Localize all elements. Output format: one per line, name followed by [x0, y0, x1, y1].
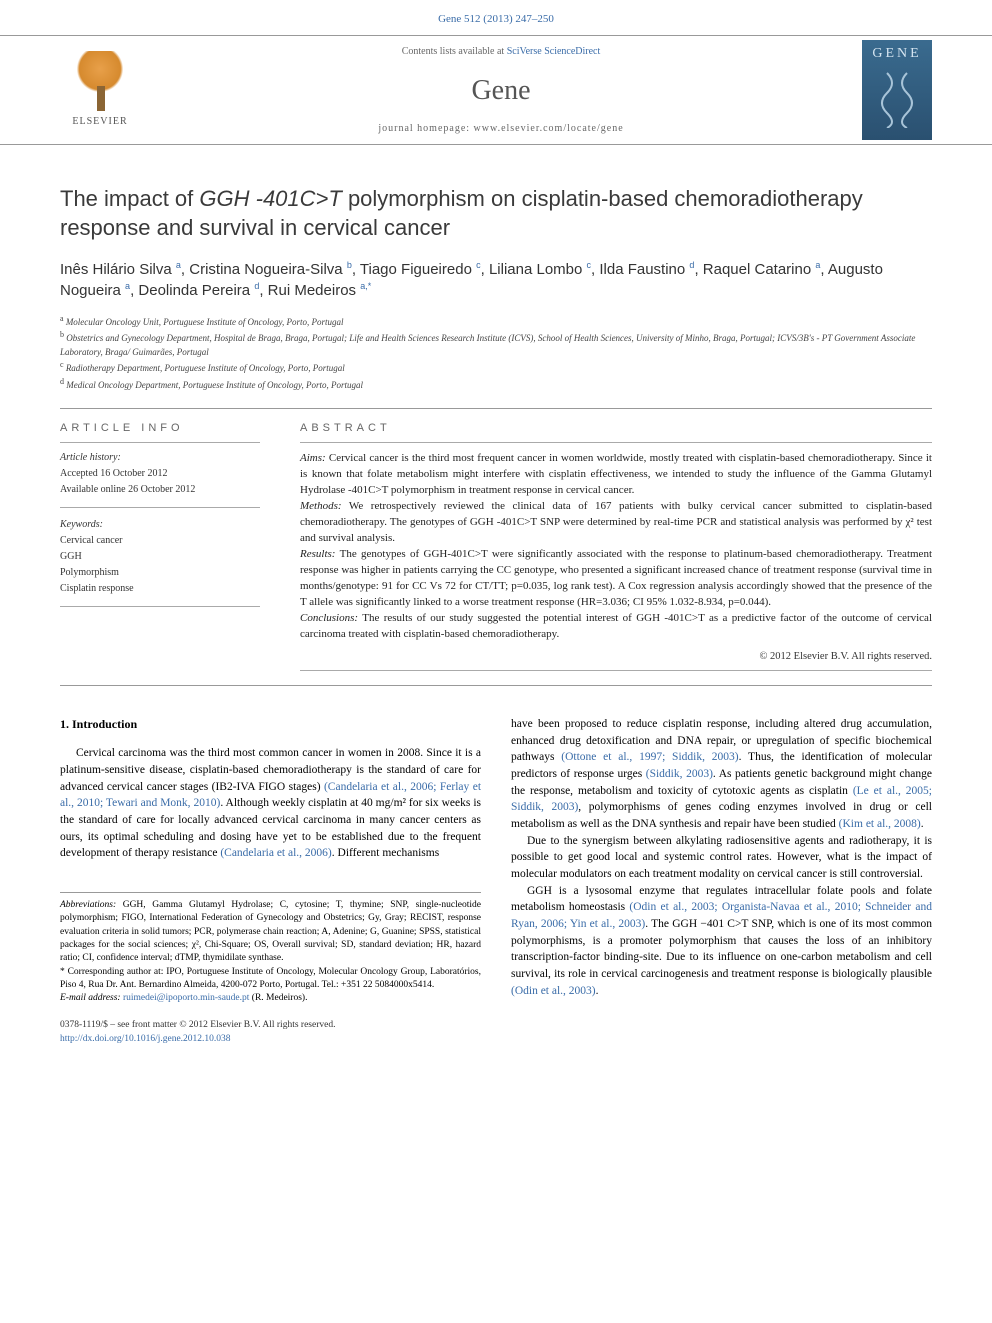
- email-label: E-mail address:: [60, 993, 121, 1003]
- journal-cover-thumbnail: GENE: [862, 40, 932, 140]
- author-sup: c: [476, 260, 481, 270]
- body-columns: 1. Introduction Cervical carcinoma was t…: [0, 686, 992, 1005]
- email-line: E-mail address: ruimedei@ipoporto.min-sa…: [60, 992, 481, 1005]
- bottom-bar: 0378-1119/$ – see front matter © 2012 El…: [0, 1005, 992, 1066]
- author-sup: d: [689, 260, 694, 270]
- citation-link[interactable]: (Odin et al., 2003): [511, 985, 596, 997]
- citation-link[interactable]: (Candelaria et al., 2006): [220, 847, 331, 859]
- keyword: Cisplatin response: [60, 582, 260, 596]
- article-title: The impact of GGH -401C>T polymorphism o…: [0, 145, 992, 258]
- article-info-column: ARTICLE INFO Article history: Accepted 1…: [60, 421, 260, 671]
- email-person: (R. Medeiros).: [249, 993, 307, 1003]
- corresponding-author: * Corresponding author at: IPO, Portugue…: [60, 966, 481, 993]
- results-text: The genotypes of GGH-401C>T were signifi…: [300, 548, 932, 608]
- col2-p3: GGH is a lysosomal enzyme that regulates…: [511, 883, 932, 1000]
- citation-link[interactable]: (Le et al., 2005; Siddik, 2003): [511, 785, 932, 814]
- top-citation: Gene 512 (2013) 247–250: [0, 0, 992, 35]
- authors-list: Inês Hilário Silva a, Cristina Nogueira-…: [0, 259, 992, 313]
- author: Ilda Faustino d: [599, 261, 694, 278]
- methods-label: Methods:: [300, 500, 342, 512]
- col2-p1: have been proposed to reduce cisplatin r…: [511, 716, 932, 833]
- history-label: Article history:: [60, 451, 260, 465]
- abstract-heading: ABSTRACT: [300, 421, 932, 443]
- history-block: Article history: Accepted 16 October 201…: [60, 451, 260, 508]
- contents-line: Contents lists available at SciVerse Sci…: [140, 45, 862, 59]
- intro-heading: 1. Introduction: [60, 716, 481, 733]
- abbreviations: Abbreviations: GGH, Gamma Glutamyl Hydro…: [60, 899, 481, 965]
- affiliation: b Obstetrics and Gynecology Department, …: [60, 329, 932, 359]
- author-sup: a: [815, 260, 820, 270]
- citation-link[interactable]: (Candelaria et al., 2006; Ferlay et al.,…: [60, 781, 481, 810]
- title-pre: The impact of: [60, 186, 199, 211]
- issn-line: 0378-1119/$ – see front matter © 2012 El…: [60, 1019, 932, 1032]
- author-sup: a,*: [360, 281, 371, 291]
- author-sup: a: [125, 281, 130, 291]
- abbrev-label: Abbreviations:: [60, 900, 116, 910]
- title-gene: GGH -401C>T: [199, 186, 341, 211]
- abbrev-text: GGH, Gamma Glutamyl Hydrolase; C, cytosi…: [60, 900, 481, 963]
- elsevier-tree-icon: [70, 51, 130, 111]
- abstract-copyright: © 2012 Elsevier B.V. All rights reserved…: [300, 649, 932, 664]
- author: Tiago Figueiredo c: [360, 261, 481, 278]
- journal-info: Contents lists available at SciVerse Sci…: [140, 45, 862, 136]
- aims-text: Cervical cancer is the third most freque…: [300, 452, 932, 496]
- affiliation: c Radiotherapy Department, Portuguese In…: [60, 359, 932, 376]
- author: Rui Medeiros a,*: [268, 282, 372, 299]
- affiliation: a Molecular Oncology Unit, Portuguese In…: [60, 313, 932, 330]
- info-abstract-row: ARTICLE INFO Article history: Accepted 1…: [0, 409, 992, 671]
- keyword: GGH: [60, 550, 260, 564]
- homepage-url: www.elsevier.com/locate/gene: [474, 123, 624, 134]
- abstract-column: ABSTRACT Aims: Cervical cancer is the th…: [300, 421, 932, 671]
- column-right: have been proposed to reduce cisplatin r…: [511, 716, 932, 1005]
- author-sup: b: [347, 260, 352, 270]
- footnotes: Abbreviations: GGH, Gamma Glutamyl Hydro…: [60, 892, 481, 1005]
- conclusions-text: The results of our study suggested the p…: [300, 612, 932, 640]
- keywords-label: Keywords:: [60, 518, 260, 532]
- keyword: Cervical cancer: [60, 534, 260, 548]
- author: Liliana Lombo c: [489, 261, 591, 278]
- author-sup: d: [254, 281, 259, 291]
- column-left: 1. Introduction Cervical carcinoma was t…: [60, 716, 481, 1005]
- author: Raquel Catarino a: [703, 261, 821, 278]
- author-sup: a: [176, 260, 181, 270]
- journal-name: Gene: [140, 71, 862, 110]
- abstract-body: Aims: Cervical cancer is the third most …: [300, 451, 932, 663]
- results-label: Results:: [300, 548, 335, 560]
- citation-link[interactable]: (Ottone et al., 1997; Siddik, 2003): [561, 751, 738, 763]
- article-info-heading: ARTICLE INFO: [60, 421, 260, 443]
- dna-icon: [872, 68, 922, 128]
- homepage-prefix: journal homepage:: [378, 123, 473, 134]
- cover-title: GENE: [872, 44, 921, 64]
- online-date: Available online 26 October 2012: [60, 483, 260, 497]
- keyword: Polymorphism: [60, 566, 260, 580]
- elsevier-logo: ELSEVIER: [60, 45, 140, 135]
- header-banner: ELSEVIER Contents lists available at Sci…: [0, 35, 992, 145]
- email-link[interactable]: ruimedei@ipoporto.min-saude.pt: [123, 993, 249, 1003]
- citation-link[interactable]: (Odin et al., 2003; Organista-Navaa et a…: [511, 901, 932, 930]
- aims-label: Aims:: [300, 452, 326, 464]
- col2-p2: Due to the synergism between alkylating …: [511, 833, 932, 883]
- affiliations-list: a Molecular Oncology Unit, Portuguese In…: [0, 313, 992, 409]
- methods-text: We retrospectively reviewed the clinical…: [300, 500, 932, 544]
- author-sup: c: [587, 260, 592, 270]
- journal-homepage: journal homepage: www.elsevier.com/locat…: [140, 122, 862, 136]
- citation-link[interactable]: (Kim et al., 2008): [839, 818, 921, 830]
- author: Inês Hilário Silva a: [60, 261, 181, 278]
- elsevier-label: ELSEVIER: [72, 115, 127, 129]
- contents-prefix: Contents lists available at: [402, 46, 507, 57]
- author: Deolinda Pereira d: [138, 282, 259, 299]
- sciencedirect-link[interactable]: SciVerse ScienceDirect: [507, 46, 601, 57]
- accepted-date: Accepted 16 October 2012: [60, 467, 260, 481]
- abstract-divider: [300, 670, 932, 671]
- corr-text: Corresponding author at: IPO, Portuguese…: [60, 967, 481, 990]
- affiliation: d Medical Oncology Department, Portugues…: [60, 376, 932, 393]
- author: Cristina Nogueira-Silva b: [189, 261, 352, 278]
- keywords-block: Keywords: Cervical cancer GGH Polymorphism…: [60, 518, 260, 607]
- citation-link[interactable]: (Siddik, 2003): [646, 768, 713, 780]
- doi-link[interactable]: http://dx.doi.org/10.1016/j.gene.2012.10…: [60, 1034, 231, 1044]
- conclusions-label: Conclusions:: [300, 612, 358, 624]
- intro-p1: Cervical carcinoma was the third most co…: [60, 745, 481, 862]
